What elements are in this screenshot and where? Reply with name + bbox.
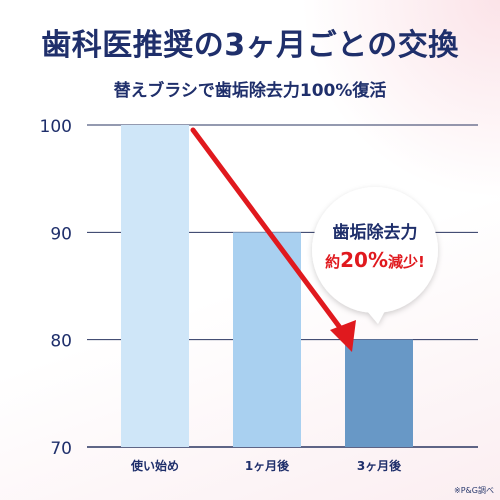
callout-line-2: 約20%減少! — [325, 248, 425, 272]
source-note: ※P&G調べ — [454, 486, 494, 495]
y-tick-label: 70 — [50, 439, 72, 459]
bar — [233, 232, 301, 447]
y-tick-label: 100 — [40, 117, 72, 137]
background-corner-fade — [300, 0, 500, 200]
y-tick-label: 90 — [50, 224, 72, 244]
callout-suffix: 減少! — [388, 253, 425, 271]
y-tick-label: 80 — [50, 332, 72, 352]
bar — [121, 125, 189, 447]
bars — [121, 125, 413, 447]
x-tick-label: 使い始め — [130, 458, 179, 473]
bar — [345, 339, 413, 447]
decline-arrow-head — [330, 320, 356, 352]
x-tick-labels: 使い始め 1ヶ月後 3ヶ月後 — [130, 458, 402, 473]
page-title: 歯科医推奨の3ヶ月ごとの交換 — [41, 28, 459, 63]
x-tick-label: 1ヶ月後 — [245, 458, 290, 473]
decline-arrow — [190, 127, 347, 336]
callout-value: 20% — [340, 248, 388, 272]
y-tick-labels: 70 80 90 100 — [40, 117, 72, 459]
page-subtitle: 替えブラシで歯垢除去力100%復活 — [113, 81, 387, 101]
callout-bubble — [312, 187, 438, 324]
callout-prefix: 約 — [325, 253, 340, 271]
x-tick-label: 3ヶ月後 — [357, 458, 402, 473]
callout-line-1: 歯垢除去力 — [333, 222, 418, 243]
